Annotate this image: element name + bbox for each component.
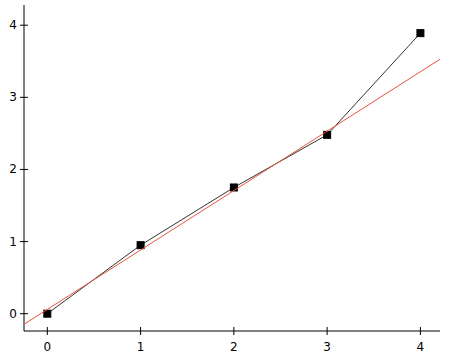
- y-tick: [20, 241, 28, 242]
- y-tick-label: 2: [9, 162, 17, 176]
- x-tick-label: 2: [230, 340, 238, 354]
- x-tick: [327, 327, 328, 335]
- y-tick-label: 1: [9, 235, 17, 249]
- point-marker: [417, 30, 424, 37]
- point-marker: [137, 242, 144, 249]
- x-tick: [233, 327, 234, 335]
- y-tick-label: 0: [9, 307, 17, 321]
- x-tick-label: 4: [417, 340, 425, 354]
- x-tick-label: 3: [323, 340, 331, 354]
- point-marker: [230, 184, 237, 191]
- y-tick: [20, 169, 28, 170]
- y-tick: [20, 97, 28, 98]
- x-tick: [47, 327, 48, 335]
- plot-area: [24, 30, 440, 325]
- x-tick-label: 0: [43, 340, 51, 354]
- x-tick: [140, 327, 141, 335]
- series-line: [24, 59, 440, 324]
- y-tick-label: 4: [9, 18, 17, 32]
- y-tick: [20, 25, 28, 26]
- y-tick-label: 3: [9, 90, 17, 104]
- chart: 0 1 2 3 4 0 1 2 3 4: [0, 0, 464, 361]
- x-tick: [420, 327, 421, 335]
- x-tick-label: 1: [137, 340, 145, 354]
- y-tick: [20, 313, 28, 314]
- y-axis: [24, 5, 25, 331]
- x-axis: [24, 331, 440, 332]
- series-line: [47, 33, 420, 314]
